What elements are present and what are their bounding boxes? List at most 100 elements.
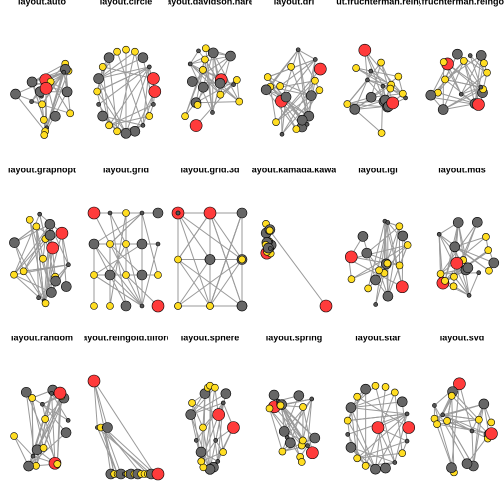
node bbox=[53, 460, 62, 468]
node bbox=[139, 210, 145, 216]
edge bbox=[444, 222, 459, 281]
panel: layout.graphopt bbox=[8, 168, 76, 308]
node bbox=[461, 458, 473, 469]
edge bbox=[61, 233, 67, 287]
node bbox=[383, 259, 392, 268]
edge bbox=[269, 230, 327, 307]
node bbox=[136, 238, 148, 250]
node bbox=[193, 101, 202, 109]
edge bbox=[290, 66, 310, 117]
node bbox=[23, 460, 34, 472]
node bbox=[398, 449, 407, 458]
edge bbox=[347, 420, 376, 470]
node bbox=[148, 85, 162, 98]
node bbox=[66, 262, 71, 268]
edge bbox=[350, 407, 376, 470]
panel: layout.fruchterman.reingold bbox=[336, 0, 420, 137]
node bbox=[154, 271, 162, 279]
edge bbox=[209, 212, 243, 307]
edge bbox=[13, 223, 51, 276]
node bbox=[189, 119, 203, 132]
node bbox=[314, 62, 327, 76]
node bbox=[137, 52, 149, 63]
edge bbox=[350, 446, 395, 464]
node bbox=[44, 218, 56, 230]
panel: layout.drl bbox=[260, 0, 327, 137]
edge bbox=[109, 212, 143, 245]
node bbox=[353, 454, 361, 463]
edge bbox=[190, 393, 227, 415]
node bbox=[344, 250, 358, 264]
edge bbox=[177, 212, 211, 260]
node bbox=[437, 104, 449, 115]
node bbox=[219, 448, 227, 456]
node bbox=[392, 460, 398, 465]
node bbox=[360, 383, 371, 395]
edge bbox=[265, 89, 310, 117]
edge bbox=[453, 276, 470, 296]
node bbox=[381, 383, 390, 391]
node bbox=[204, 254, 216, 265]
edge bbox=[348, 244, 408, 260]
node bbox=[19, 267, 28, 276]
edge bbox=[109, 212, 127, 245]
edge bbox=[31, 63, 66, 83]
edge bbox=[351, 262, 388, 280]
edge bbox=[297, 49, 316, 60]
node bbox=[87, 206, 101, 220]
node bbox=[174, 255, 182, 264]
edge bbox=[190, 414, 211, 470]
node bbox=[403, 241, 412, 249]
node bbox=[213, 438, 218, 443]
edge bbox=[468, 272, 480, 296]
node bbox=[297, 458, 306, 466]
edge bbox=[350, 401, 403, 409]
node bbox=[214, 78, 226, 89]
edge bbox=[93, 380, 105, 428]
edge bbox=[469, 55, 488, 74]
edge bbox=[13, 274, 52, 293]
node bbox=[181, 112, 189, 120]
node bbox=[482, 233, 490, 241]
node bbox=[447, 392, 456, 400]
node bbox=[9, 237, 20, 248]
edge bbox=[56, 393, 61, 465]
node bbox=[402, 421, 416, 434]
edge bbox=[44, 88, 47, 132]
node bbox=[220, 388, 232, 399]
node bbox=[131, 47, 139, 56]
edge bbox=[269, 408, 283, 452]
node bbox=[46, 241, 59, 255]
node bbox=[20, 386, 32, 398]
edge bbox=[177, 259, 211, 307]
node bbox=[267, 246, 273, 251]
edge bbox=[13, 435, 30, 467]
edge bbox=[460, 72, 488, 95]
node bbox=[397, 230, 409, 242]
edge bbox=[387, 222, 409, 246]
edge bbox=[364, 49, 384, 87]
node bbox=[475, 415, 483, 424]
edge bbox=[381, 86, 384, 133]
edge bbox=[472, 403, 485, 467]
panel: layout.grid.3d bbox=[171, 168, 248, 312]
node bbox=[38, 100, 46, 109]
node bbox=[40, 401, 45, 407]
node bbox=[212, 408, 225, 421]
node bbox=[357, 231, 369, 242]
node bbox=[380, 83, 386, 89]
node bbox=[151, 102, 156, 107]
node bbox=[210, 110, 215, 115]
panel-title: layout.kamada.kawai bbox=[249, 164, 339, 174]
node bbox=[272, 118, 280, 126]
node bbox=[55, 226, 69, 240]
node bbox=[306, 446, 319, 460]
edge bbox=[46, 70, 70, 129]
node bbox=[225, 50, 236, 62]
node bbox=[476, 270, 482, 276]
node bbox=[299, 436, 307, 445]
edge bbox=[109, 274, 143, 307]
node bbox=[453, 377, 466, 391]
node bbox=[276, 82, 284, 90]
node bbox=[478, 84, 484, 90]
